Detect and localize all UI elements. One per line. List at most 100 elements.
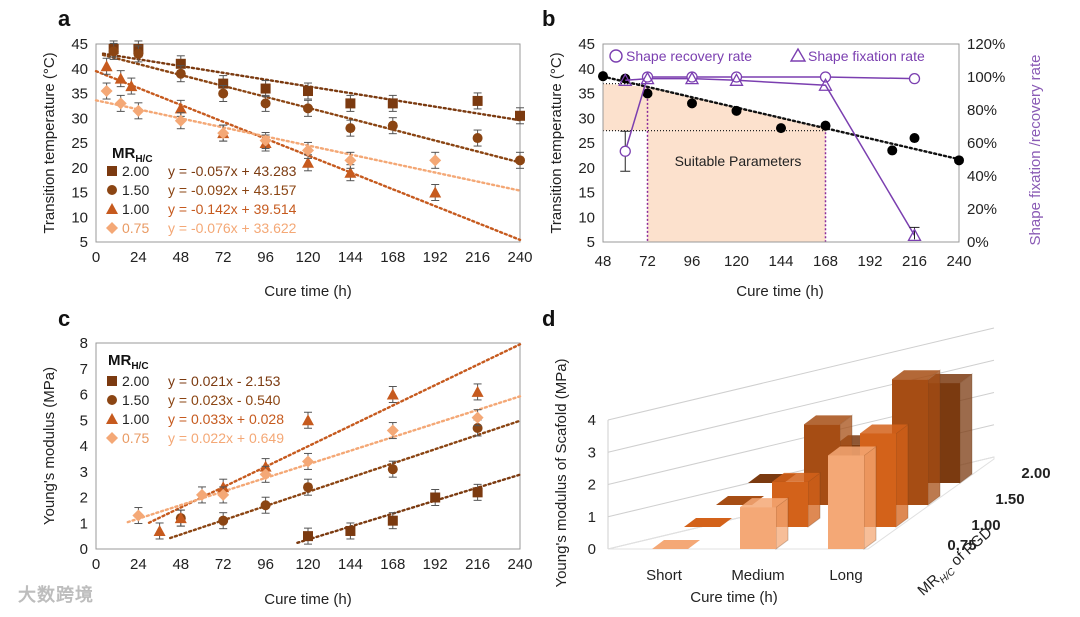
x-tick-label: 240	[507, 249, 532, 266]
data-point-1.50	[133, 48, 144, 59]
legend-marker-1.50	[107, 395, 117, 405]
legend-marker-2.00	[107, 376, 117, 386]
data-point-1.00	[386, 388, 399, 400]
temperature-point	[954, 155, 964, 166]
panel-d-ylabel: Young's modulus of Scafold (MPa)	[553, 358, 570, 587]
data-point-1.50	[175, 68, 186, 79]
x-tick-label: 96	[257, 249, 274, 266]
panel-b-xlabel: Cure time (h)	[736, 283, 824, 300]
y-tick-label: 8	[80, 335, 88, 352]
data-point-1.00	[302, 414, 314, 426]
data-point-0.75	[174, 114, 187, 127]
data-point-1.00	[174, 512, 187, 524]
data-point-1.00	[153, 524, 166, 536]
legend-equation: y = 0.021x - 2.153	[168, 373, 281, 389]
x-tick-label: 168	[380, 556, 405, 573]
data-point-2.00	[387, 98, 398, 109]
legend-fixation-label: Shape fixation rate	[808, 48, 925, 64]
suitable-region-fill	[603, 83, 826, 131]
data-point-2.00	[472, 95, 483, 106]
panel-d-label: d	[542, 306, 555, 331]
x-tick-label: 72	[215, 556, 232, 573]
data-point-0.75	[114, 97, 127, 110]
fixation-point	[618, 72, 633, 86]
suitable-parameters-region	[603, 82, 827, 242]
x-tick-label: 192	[423, 249, 448, 266]
x-tick-label: 0	[92, 556, 100, 573]
recovery-line	[624, 76, 915, 152]
x-tick-label: 240	[507, 556, 532, 573]
depth-label-0.75: 0.75	[947, 537, 976, 554]
legend-equation: y = -0.076x + 33.622	[168, 220, 297, 236]
x-tick-label: 48	[172, 556, 189, 573]
y-tick-label: 40	[71, 61, 88, 78]
panel-d-labels: 0 1 2 3 4 Short Medium Long 0.75 1.00 1.50 2.00	[588, 412, 1051, 584]
temperature-trendline	[601, 75, 961, 161]
x-tick-label: 192	[857, 253, 882, 270]
x-tick-label: 48	[172, 249, 189, 266]
panel-b-ticks: 48 72 96 120 144 168 192 216 240 5 10 15 20 25 30 35 40 4…	[578, 36, 1005, 270]
recovery-point	[908, 73, 921, 85]
temperature-point	[687, 98, 697, 109]
panel-a: a 0 24 48 72 96 120 144 168 192 216 240 5 10 15 20 25 30…	[41, 6, 533, 300]
suitable-region-lower	[647, 130, 826, 242]
fixation-point	[907, 228, 922, 242]
data-point-1.50	[260, 500, 271, 511]
legend-recovery-label: Shape recovery rate	[626, 48, 752, 64]
x-tick-label: 216	[465, 556, 490, 573]
trendline-0.75	[126, 395, 522, 524]
data-point-1.50	[387, 120, 398, 131]
bar-side-2.00	[959, 373, 973, 484]
bar-side-1.50	[927, 369, 941, 506]
bar-top-0.75	[828, 446, 876, 456]
category-label: Long	[829, 567, 862, 584]
y-tick-label: 3	[80, 464, 88, 481]
y-tick-label: 15	[71, 185, 88, 202]
panel-a-points	[100, 40, 525, 201]
data-point-1.50	[472, 133, 483, 144]
y-tick-label: 20	[578, 160, 595, 177]
y-tick-label: 35	[578, 86, 595, 103]
bar-front-0.75	[740, 507, 776, 549]
fixation-point	[640, 71, 655, 85]
panel-a-ticks: 0 24 48 72 96 120 144 168 192 216 240 5 10 15 20 25 30 35…	[71, 36, 532, 266]
x-tick-label: 168	[813, 253, 838, 270]
panel-a-ylabel: Transition temperature (°C)	[41, 52, 58, 233]
panel-c-ticks: 0 24 48 72 96 120 144 168 192 216 240 0 1 2 3 4 5 6 7 8	[80, 335, 533, 573]
panel-d-bars	[652, 369, 973, 550]
temperature-point	[887, 145, 898, 156]
watermark: 大数跨境	[18, 585, 94, 606]
y-tick-label: 45	[71, 36, 88, 53]
legend-label: 1.00	[122, 411, 149, 427]
data-point-2.00	[345, 98, 356, 109]
legend-label: 2.00	[122, 373, 149, 389]
bar-top-1.50	[892, 370, 940, 380]
legend-label: 1.00	[122, 201, 149, 217]
y2-tick-label: 40%	[967, 168, 997, 185]
y-tick-label: 2	[80, 490, 88, 507]
panel-b-legend: Shape recovery rate Shape fixation rate	[609, 47, 925, 64]
x-tick-label: 72	[639, 253, 656, 270]
suitable-parameters-label: Suitable Parameters	[675, 153, 802, 169]
fixation-point	[818, 77, 833, 91]
bar-side-0.75	[863, 445, 877, 550]
panel-b-y2label: Shape fixation /recovery rate	[1027, 55, 1044, 246]
y-tick-label: 5	[80, 412, 88, 429]
y-tick-label: 0	[588, 541, 596, 558]
data-point-2.00	[472, 487, 483, 498]
trendline-1.50	[168, 419, 522, 540]
y-tick-label: 5	[587, 234, 595, 251]
legend-marker-0.75	[106, 432, 118, 444]
y-tick-label: 25	[71, 135, 88, 152]
y-tick-label: 30	[71, 110, 88, 127]
panel-b-plot-frame	[602, 43, 960, 243]
temperature-point	[776, 123, 786, 134]
data-point-2.00	[345, 525, 356, 536]
x-tick-label: 96	[257, 556, 274, 573]
x-tick-label: 216	[465, 249, 490, 266]
x-tick-label: 144	[768, 253, 793, 270]
depth-label-2.00: 2.00	[1021, 465, 1050, 482]
bar-top-1.00	[860, 424, 908, 434]
data-point-0.75	[100, 85, 113, 98]
data-point-1.00	[344, 166, 357, 178]
